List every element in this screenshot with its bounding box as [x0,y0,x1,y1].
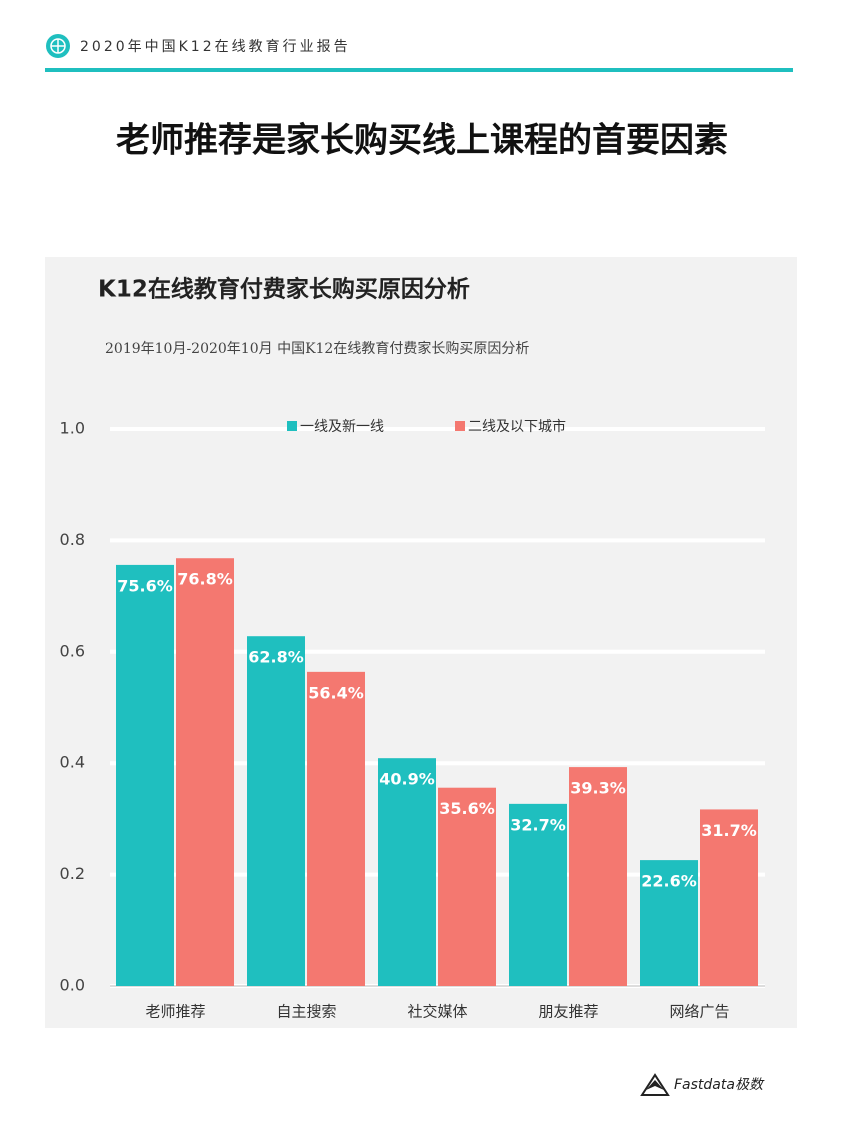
y-tick-label: 0.2 [60,864,85,883]
value-label: 32.7% [510,815,566,834]
report-title: 2020年中国K12在线教育行业报告 [80,39,351,55]
value-label: 35.6% [439,799,495,818]
brand-logo [640,1073,670,1096]
value-label: 62.8% [248,648,304,667]
y-tick-label: 0.8 [60,530,85,549]
legend-swatch [455,421,465,431]
y-tick-label: 0.0 [60,976,85,995]
y-tick-label: 1.0 [60,419,85,438]
value-label: 22.6% [641,872,697,891]
value-label: 40.9% [379,770,435,789]
legend-label: 一线及新一线 [300,419,384,435]
bar [438,787,496,986]
x-tick-label: 自主搜索 [276,1003,336,1021]
legend-swatch [287,421,297,431]
y-tick-label: 0.6 [60,641,85,660]
chart-subtitle: 2019年10月-2020年10月 中国K12在线教育付费家长购买原因分析 [105,340,529,357]
value-label: 76.8% [177,570,233,589]
bar [509,803,567,986]
value-label: 75.6% [117,576,173,595]
x-tick-label: 朋友推荐 [538,1003,598,1021]
bar [640,860,698,986]
chart-title: K12在线教育付费家长购买原因分析 [98,276,470,303]
value-label: 31.7% [701,821,757,840]
bar [176,558,234,986]
bar [569,767,627,986]
headline: 老师推荐是家长购买线上课程的首要因素 [116,121,728,161]
header-rule [45,68,793,72]
bar [307,671,365,986]
y-tick-label: 0.4 [60,753,85,772]
bar [378,758,436,986]
x-tick-label: 社交媒体 [407,1003,467,1021]
x-tick-label: 网络广告 [669,1003,729,1021]
header-icon-globe [50,38,66,54]
value-label: 39.3% [570,779,626,798]
value-label: 56.4% [308,683,364,702]
bar [700,809,758,986]
brand-name: Fastdata极数 [674,1077,765,1093]
legend-label: 二线及以下城市 [468,418,566,435]
x-tick-label: 老师推荐 [145,1003,205,1021]
bar [247,636,305,986]
bar [116,564,174,986]
